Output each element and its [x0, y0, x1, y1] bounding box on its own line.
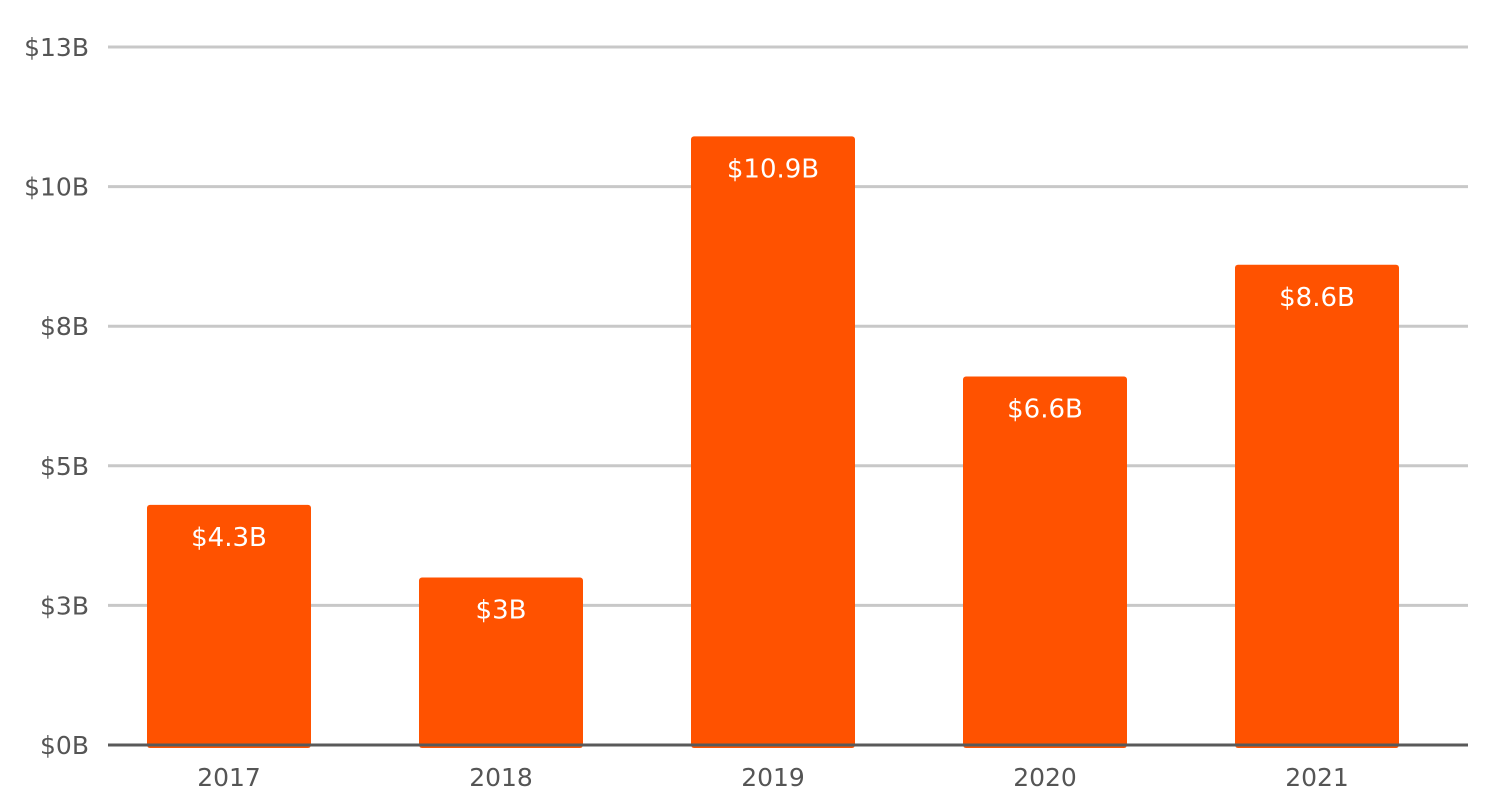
data-label-2017: $4.3B — [191, 523, 267, 553]
data-label-2018: $3B — [476, 595, 527, 625]
y-tick-label: $13B — [24, 33, 89, 62]
y-tick-label: $0B — [40, 731, 89, 760]
y-axis-ticks: $0B $3B $5B $8B $10B $13B — [24, 33, 89, 760]
bars — [147, 136, 1399, 748]
bar-2020 — [963, 376, 1127, 748]
bar-2019 — [691, 136, 855, 748]
bar-2017 — [147, 504, 311, 748]
x-tick-label: 2019 — [741, 763, 805, 792]
x-tick-label: 2017 — [197, 763, 261, 792]
x-tick-label: 2020 — [1013, 763, 1077, 792]
x-axis-ticks: 2017 2018 2019 2020 2021 — [197, 763, 1349, 792]
y-tick-label: $5B — [40, 452, 89, 481]
data-labels: $4.3B $3B $10.9B $6.6B $8.6B — [191, 154, 1355, 625]
bar-2021 — [1235, 264, 1399, 748]
data-label-2019: $10.9B — [727, 154, 819, 184]
y-tick-label: $8B — [40, 312, 89, 341]
bar-2018 — [419, 577, 583, 748]
x-tick-label: 2021 — [1285, 763, 1349, 792]
data-label-2021: $8.6B — [1279, 283, 1355, 313]
x-tick-label: 2018 — [469, 763, 533, 792]
data-label-2020: $6.6B — [1007, 394, 1083, 424]
y-tick-label: $3B — [40, 591, 89, 620]
y-tick-label: $10B — [24, 173, 89, 202]
